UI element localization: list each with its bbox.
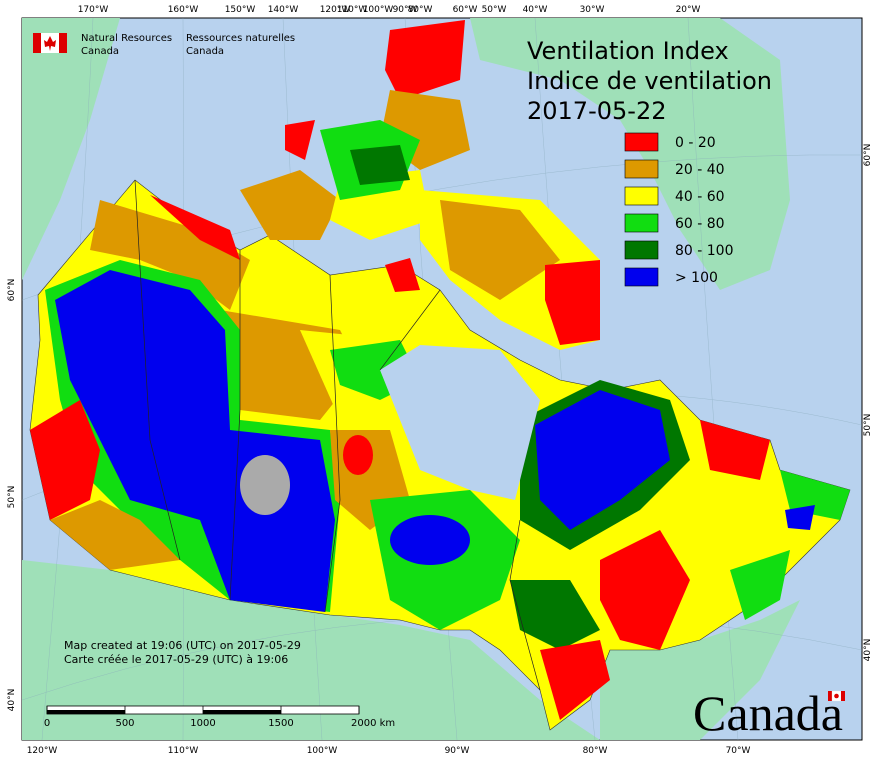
note: Map created at 19:06 (UTC) on 2017-05-29 <box>64 639 301 652</box>
scale-segment <box>203 710 281 714</box>
island <box>350 145 410 185</box>
longitude-label: 80°W <box>583 746 608 756</box>
region <box>150 195 240 260</box>
region <box>30 400 100 520</box>
scale-segment <box>47 710 125 714</box>
legend-label: 60 - 80 <box>675 216 725 232</box>
greenland <box>470 18 790 290</box>
dept-en: Canada <box>81 46 119 57</box>
longitude-label: 120°W <box>320 5 351 15</box>
note: Carte créée le 2017-05-29 (UTC) à 19:06 <box>64 653 288 666</box>
region <box>540 640 610 720</box>
legend-label: 40 - 60 <box>675 189 725 205</box>
scale-label: 2000 km <box>351 718 395 729</box>
title: 2017-05-22 <box>527 97 666 125</box>
longitude-label: 170°W <box>78 5 109 15</box>
longitude-label: 110°W <box>168 746 199 756</box>
legend-label: 0 - 20 <box>675 135 716 151</box>
ellesmere <box>385 20 465 100</box>
usa-east <box>600 600 800 740</box>
longitude-label: 30°W <box>580 5 605 15</box>
scale-label: 1500 <box>268 718 293 729</box>
latitude-label: 60°N <box>7 279 17 302</box>
legend-label: > 100 <box>675 270 718 286</box>
baffin-red <box>545 260 600 345</box>
legend-swatch <box>624 159 659 179</box>
longitude-label: 90°W <box>393 5 418 15</box>
region <box>90 200 250 310</box>
longitude-label: 110°W <box>337 5 368 15</box>
wordmark-flag <box>828 690 845 702</box>
legend-label: 80 - 100 <box>675 243 734 259</box>
longitude-label: 100°W <box>307 746 338 756</box>
dept-en: Natural Resources <box>81 33 172 44</box>
legend-swatch <box>624 186 659 206</box>
scale-ticks: 0 500 1000 1500 2000 km <box>44 706 395 729</box>
island <box>240 170 340 240</box>
island <box>285 120 315 160</box>
alaska-north <box>22 18 120 280</box>
title: Indice de ventilation <box>527 67 772 95</box>
dept-fr: Ressources naturelles <box>186 33 295 44</box>
latitude-label: 50°N <box>7 486 17 509</box>
title: Ventilation Index <box>527 37 729 65</box>
latitude-label: 50°N <box>863 414 873 437</box>
region <box>700 420 770 480</box>
region <box>390 515 470 565</box>
logo-flag <box>33 33 67 53</box>
legend-swatch <box>624 240 659 260</box>
longitude-label: 90°W <box>445 746 470 756</box>
longitude-label: 50°W <box>482 5 507 15</box>
region <box>50 500 180 570</box>
longitude-label: 140°W <box>268 5 299 15</box>
dept-fr: Canada <box>186 46 224 57</box>
region <box>730 550 790 620</box>
provincial-boundaries <box>134 179 541 691</box>
region <box>780 470 850 520</box>
legend-swatch <box>624 132 659 152</box>
scale-label: 500 <box>115 718 134 729</box>
scale-label: 1000 <box>190 718 215 729</box>
latitude-label: 60°N <box>863 144 873 167</box>
legend-label: 20 - 40 <box>675 162 725 178</box>
region <box>343 435 373 475</box>
longitude-label: 60°W <box>453 5 478 15</box>
baffin-patch <box>440 200 560 300</box>
region <box>785 505 815 530</box>
legend-swatch <box>624 213 659 233</box>
legend: 0 - 20 20 - 40 40 - 60 60 - 80 80 - 100 > 100 <box>624 132 734 287</box>
longitude-label: 20°W <box>676 5 701 15</box>
longitude-label: 120°W <box>27 746 58 756</box>
latitude-label: 40°N <box>7 689 17 712</box>
longitude-label: 100°W <box>363 5 394 15</box>
longitude-label: 160°W <box>168 5 199 15</box>
hudson-bay <box>380 345 540 500</box>
region-gray <box>240 455 290 515</box>
island <box>385 258 420 292</box>
latitude-label: 40°N <box>863 639 873 662</box>
longitude-label: 80°W <box>408 5 433 15</box>
region <box>510 580 600 650</box>
wordmark: Canada <box>693 685 843 741</box>
longitude-label: 70°W <box>726 746 751 756</box>
scale-label: 0 <box>44 718 50 729</box>
longitude-label: 150°W <box>225 5 256 15</box>
usa <box>22 560 600 740</box>
region <box>535 390 670 530</box>
region-blue <box>55 270 335 612</box>
longitude-label: 40°W <box>523 5 548 15</box>
legend-swatch <box>624 267 659 287</box>
region <box>600 530 690 650</box>
